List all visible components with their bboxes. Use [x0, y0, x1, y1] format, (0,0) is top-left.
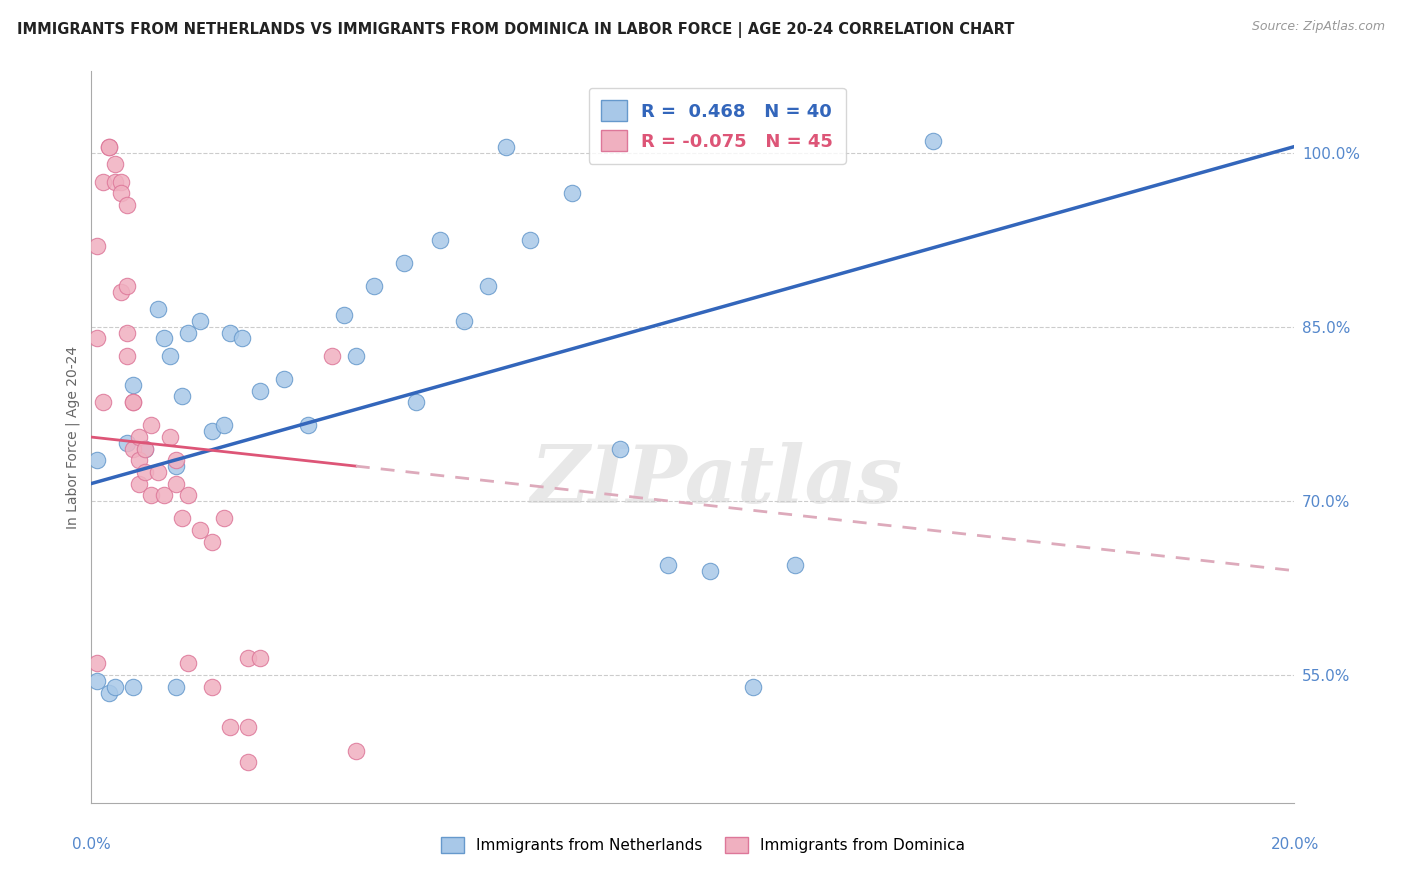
Point — [657, 558, 679, 572]
Point — [110, 175, 132, 189]
Point — [783, 558, 806, 572]
Point — [333, 308, 356, 322]
Point — [922, 134, 945, 148]
Point — [236, 755, 259, 769]
Point — [273, 372, 295, 386]
Point — [141, 488, 163, 502]
Point — [218, 326, 240, 340]
Point — [249, 384, 271, 398]
Point — [236, 720, 259, 734]
Point — [86, 238, 108, 252]
Point — [201, 680, 224, 694]
Point — [170, 389, 193, 403]
Point — [201, 534, 224, 549]
Point — [165, 476, 187, 491]
Point — [188, 314, 211, 328]
Point — [344, 349, 367, 363]
Point — [141, 418, 163, 433]
Text: Source: ZipAtlas.com: Source: ZipAtlas.com — [1251, 20, 1385, 33]
Point — [93, 395, 115, 409]
Point — [128, 453, 150, 467]
Legend: Immigrants from Netherlands, Immigrants from Dominica: Immigrants from Netherlands, Immigrants … — [434, 831, 972, 859]
Point — [93, 175, 115, 189]
Point — [86, 657, 108, 671]
Point — [159, 430, 181, 444]
Point — [176, 488, 198, 502]
Point — [176, 657, 198, 671]
Point — [392, 256, 415, 270]
Point — [98, 685, 121, 699]
Point — [519, 233, 541, 247]
Point — [152, 331, 174, 345]
Point — [609, 442, 631, 456]
Point — [236, 650, 259, 665]
Point — [699, 564, 721, 578]
Point — [495, 140, 517, 154]
Point — [231, 331, 253, 345]
Point — [249, 650, 271, 665]
Point — [122, 395, 145, 409]
Point — [152, 488, 174, 502]
Point — [741, 680, 763, 694]
Point — [117, 279, 139, 293]
Point — [98, 140, 121, 154]
Point — [122, 377, 145, 392]
Point — [122, 442, 145, 456]
Text: 0.0%: 0.0% — [72, 837, 111, 852]
Point — [104, 175, 127, 189]
Point — [86, 331, 108, 345]
Point — [134, 442, 156, 456]
Point — [117, 326, 139, 340]
Point — [212, 418, 235, 433]
Point — [212, 511, 235, 525]
Point — [165, 453, 187, 467]
Point — [128, 476, 150, 491]
Point — [170, 511, 193, 525]
Point — [363, 279, 385, 293]
Point — [188, 523, 211, 537]
Point — [429, 233, 451, 247]
Point — [117, 436, 139, 450]
Point — [201, 424, 224, 438]
Y-axis label: In Labor Force | Age 20-24: In Labor Force | Age 20-24 — [66, 345, 80, 529]
Point — [110, 186, 132, 201]
Point — [405, 395, 427, 409]
Point — [98, 140, 121, 154]
Text: ZIPatlas: ZIPatlas — [530, 442, 903, 520]
Point — [165, 680, 187, 694]
Point — [104, 157, 127, 171]
Point — [321, 349, 343, 363]
Point — [134, 465, 156, 479]
Point — [86, 673, 108, 688]
Point — [117, 198, 139, 212]
Point — [122, 395, 145, 409]
Point — [477, 279, 499, 293]
Point — [86, 453, 108, 467]
Point — [176, 326, 198, 340]
Point — [117, 349, 139, 363]
Point — [104, 680, 127, 694]
Point — [165, 459, 187, 474]
Point — [344, 743, 367, 757]
Point — [122, 680, 145, 694]
Point — [159, 349, 181, 363]
Point — [110, 285, 132, 299]
Point — [134, 442, 156, 456]
Point — [561, 186, 583, 201]
Point — [128, 430, 150, 444]
Text: IMMIGRANTS FROM NETHERLANDS VS IMMIGRANTS FROM DOMINICA IN LABOR FORCE | AGE 20-: IMMIGRANTS FROM NETHERLANDS VS IMMIGRANT… — [17, 22, 1014, 38]
Point — [453, 314, 475, 328]
Legend: R =  0.468   N = 40, R = -0.075   N = 45: R = 0.468 N = 40, R = -0.075 N = 45 — [589, 87, 846, 164]
Point — [218, 720, 240, 734]
Point — [146, 465, 169, 479]
Point — [297, 418, 319, 433]
Text: 20.0%: 20.0% — [1271, 837, 1319, 852]
Point — [146, 302, 169, 317]
